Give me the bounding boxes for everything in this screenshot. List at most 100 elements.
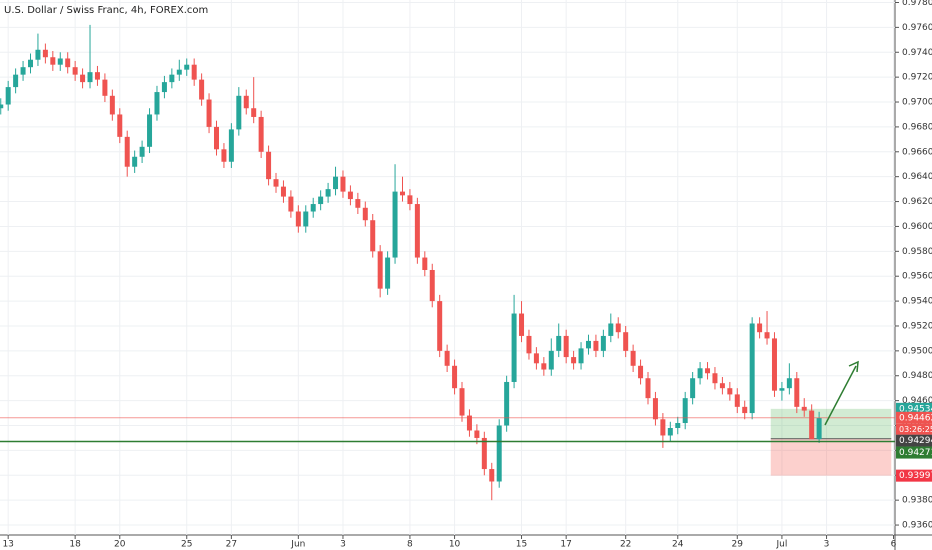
candle-body: [749, 323, 755, 414]
candle-body: [593, 340, 599, 351]
candle-body: [585, 340, 591, 349]
loss-zone: [770, 438, 892, 476]
x-tick-label: 17: [560, 540, 571, 550]
candle-body: [645, 378, 651, 399]
candle-body: [422, 257, 428, 270]
candle-body: [310, 204, 316, 212]
candle-body: [548, 350, 554, 370]
candle-body: [675, 423, 681, 428]
candle-body: [541, 363, 547, 370]
plot: [0, 0, 895, 535]
candle-body: [407, 195, 413, 205]
candle-body: [80, 74, 86, 83]
candle-body: [809, 410, 815, 440]
candle-body: [347, 191, 353, 200]
candle-body: [147, 114, 153, 147]
candle-body: [638, 365, 644, 379]
candle-body: [712, 373, 718, 384]
candle-body: [764, 332, 770, 339]
candle-body: [533, 353, 539, 364]
candle-body: [563, 335, 569, 358]
candle-body: [154, 92, 160, 115]
candle-body: [615, 323, 621, 333]
candle-body: [652, 398, 658, 420]
countdown-bg: [896, 423, 932, 435]
x-tick-label: 3: [824, 540, 830, 550]
candle-body: [504, 381, 510, 426]
candle-body: [526, 335, 532, 354]
candle-body: [667, 428, 673, 436]
candle-body: [191, 64, 197, 80]
candle-body: [50, 57, 56, 65]
support-label: 0.94271: [899, 448, 932, 458]
candle-body: [399, 191, 405, 196]
candle-body: [466, 415, 472, 431]
y-tick-label: 0.97800: [902, 0, 932, 8]
candle-body: [519, 313, 525, 336]
candle-body: [794, 378, 800, 407]
candle-body: [318, 196, 324, 205]
candle-body: [117, 114, 123, 137]
candle-body: [266, 151, 272, 180]
candle-body: [228, 129, 234, 162]
candle-body: [57, 58, 63, 65]
candle-body: [600, 335, 606, 351]
candle-body: [325, 189, 331, 197]
candle-body: [779, 388, 785, 391]
candle-body: [392, 191, 398, 258]
candle-body: [786, 378, 792, 389]
candle-body: [816, 418, 822, 440]
stop-label-bg: [896, 469, 932, 482]
candle-body: [169, 74, 175, 83]
candle-body: [474, 430, 480, 438]
candle-body: [333, 176, 339, 190]
candle-body: [340, 176, 346, 192]
candle-body: [176, 69, 182, 75]
x-tick-label: 25: [181, 540, 192, 550]
candle-body: [437, 301, 443, 351]
candle-body: [5, 87, 11, 105]
candle-body: [362, 207, 368, 221]
entry-label-bg: [896, 434, 932, 447]
arrow-head: [848, 360, 859, 373]
candle-body: [124, 136, 130, 167]
candle-body: [139, 146, 145, 157]
candle-body: [243, 95, 249, 109]
target-label: 0.94534: [899, 404, 932, 414]
candle-body: [213, 126, 219, 150]
last-price-label-bg: [896, 411, 932, 424]
candle-body: [87, 72, 93, 83]
candle-body: [742, 406, 748, 414]
candle-body: [28, 59, 34, 68]
candle-body: [0, 104, 4, 109]
candle-body: [571, 357, 577, 364]
candle-body: [459, 388, 465, 416]
candle-body: [13, 74, 19, 88]
candle-body: [72, 67, 78, 75]
x-tick-label: Jun: [290, 540, 305, 550]
candle-body: [221, 149, 227, 162]
candle-body: [727, 388, 733, 395]
x-tick-label: 29: [732, 540, 744, 550]
candle-body: [132, 156, 138, 167]
entry-label: 0.94294: [899, 436, 932, 446]
candle-body: [429, 269, 435, 302]
candle-body: [295, 211, 301, 227]
candle-body: [385, 257, 391, 289]
candle-body: [35, 49, 41, 60]
candle-body: [377, 251, 383, 289]
last-price-label: 0.94462: [899, 413, 932, 423]
x-tick-label: 22: [620, 540, 631, 550]
arrow: [824, 365, 857, 426]
candle-body: [161, 82, 167, 93]
candle-body: [184, 64, 190, 70]
